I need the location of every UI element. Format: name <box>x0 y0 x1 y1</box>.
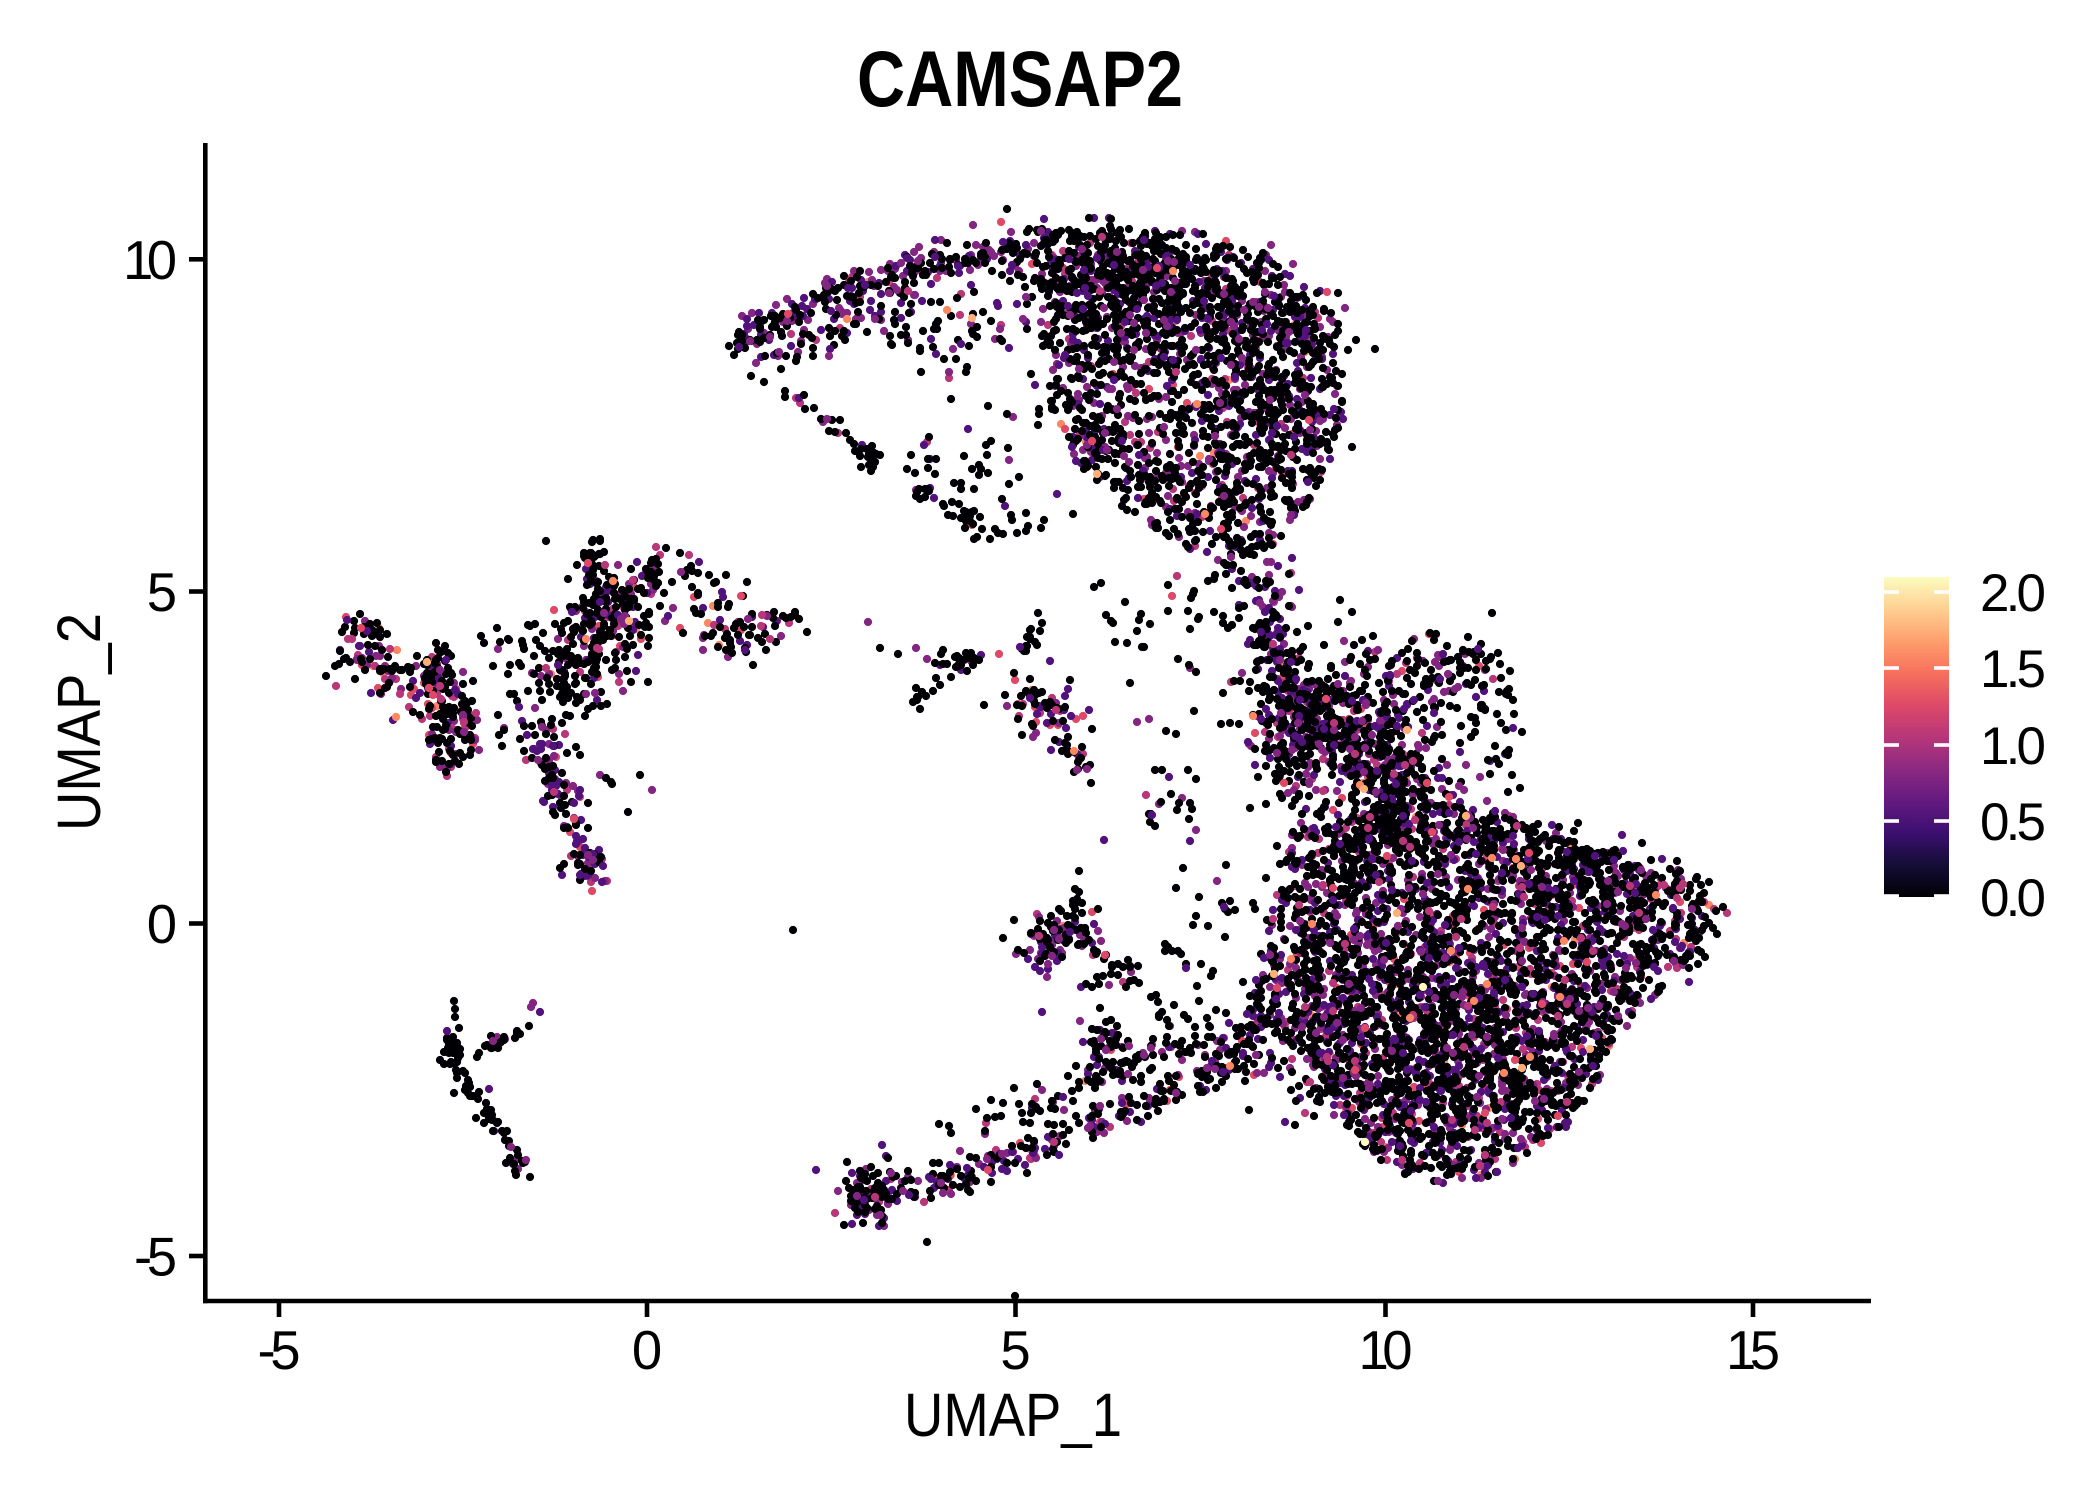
svg-text:-5: -5 <box>258 1320 301 1381</box>
svg-text:5: 5 <box>147 562 177 623</box>
svg-text:10: 10 <box>123 230 177 291</box>
svg-text:0.0: 0.0 <box>1980 869 2046 928</box>
svg-text:0.5: 0.5 <box>1980 793 2046 852</box>
svg-text:0: 0 <box>147 894 177 955</box>
svg-text:CAMSAP2: CAMSAP2 <box>857 34 1183 123</box>
svg-text:2.0: 2.0 <box>1980 564 2046 623</box>
svg-text:15: 15 <box>1726 1320 1780 1381</box>
svg-text:UMAP_1: UMAP_1 <box>904 1381 1122 1449</box>
svg-text:UMAP_2: UMAP_2 <box>45 613 113 831</box>
svg-text:5: 5 <box>1000 1320 1030 1381</box>
svg-text:0: 0 <box>632 1320 662 1381</box>
svg-text:1.0: 1.0 <box>1980 717 2046 776</box>
svg-text:10: 10 <box>1359 1320 1413 1381</box>
svg-text:1.5: 1.5 <box>1980 640 2046 699</box>
svg-text:-5: -5 <box>134 1227 177 1288</box>
